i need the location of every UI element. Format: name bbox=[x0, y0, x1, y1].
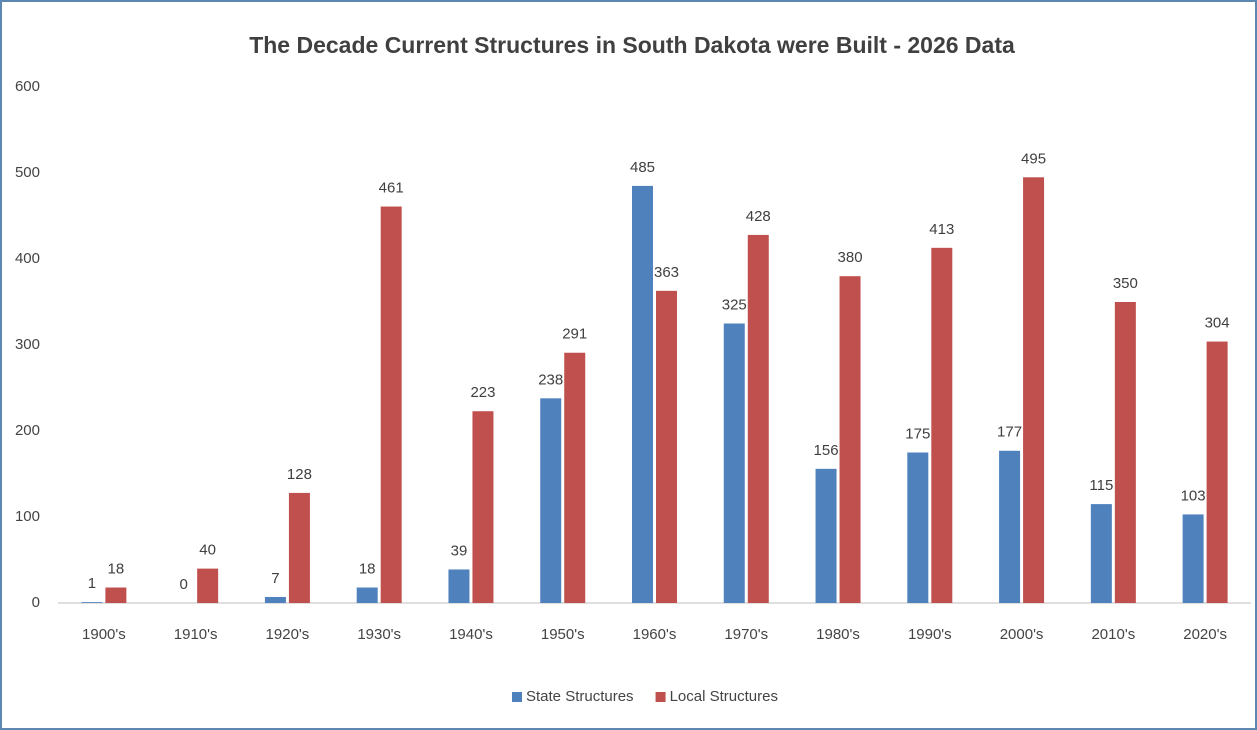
data-label: 325 bbox=[722, 296, 747, 313]
data-label: 0 bbox=[179, 576, 187, 593]
y-tick-label: 200 bbox=[15, 422, 40, 439]
x-tick-label: 1950's bbox=[541, 626, 585, 643]
legend-label: Local Structures bbox=[670, 688, 778, 705]
x-tick-label: 1930's bbox=[357, 626, 401, 643]
x-tick-label: 1960's bbox=[633, 626, 677, 643]
data-label: 40 bbox=[199, 542, 216, 559]
data-label: 18 bbox=[108, 560, 125, 577]
bar bbox=[197, 568, 219, 603]
data-label: 485 bbox=[630, 159, 655, 176]
data-label: 380 bbox=[838, 249, 863, 266]
data-label: 350 bbox=[1113, 275, 1138, 292]
data-label: 238 bbox=[538, 371, 563, 388]
bar bbox=[564, 352, 586, 603]
y-tick-label: 100 bbox=[15, 508, 40, 525]
y-tick-label: 600 bbox=[15, 78, 40, 95]
bar bbox=[380, 206, 402, 604]
y-tick-label: 400 bbox=[15, 250, 40, 267]
bar bbox=[448, 569, 470, 603]
bar bbox=[1206, 341, 1228, 603]
data-label: 291 bbox=[562, 326, 587, 343]
data-label: 304 bbox=[1205, 315, 1230, 332]
x-tick-label: 1970's bbox=[724, 626, 768, 643]
x-tick-label: 2010's bbox=[1091, 626, 1135, 643]
bar bbox=[1182, 514, 1204, 603]
data-label: 18 bbox=[359, 560, 376, 577]
data-label: 128 bbox=[287, 466, 312, 483]
bar bbox=[81, 602, 103, 603]
data-label: 7 bbox=[271, 570, 279, 587]
y-tick-label: 500 bbox=[15, 164, 40, 181]
data-label: 428 bbox=[746, 208, 771, 225]
bar bbox=[723, 323, 745, 603]
bar bbox=[540, 398, 562, 603]
x-tick-label: 2000's bbox=[1000, 626, 1044, 643]
data-label: 175 bbox=[905, 425, 930, 442]
y-tick-label: 0 bbox=[32, 594, 40, 611]
bar bbox=[999, 450, 1021, 603]
legend-swatch bbox=[512, 692, 522, 702]
bar bbox=[288, 492, 310, 603]
x-tick-label: 2020's bbox=[1183, 626, 1227, 643]
data-label: 223 bbox=[470, 384, 495, 401]
bar bbox=[747, 234, 769, 604]
data-label: 495 bbox=[1021, 150, 1046, 167]
bar bbox=[1023, 177, 1045, 604]
data-label: 177 bbox=[997, 424, 1022, 441]
data-label: 461 bbox=[379, 180, 404, 197]
data-label: 1 bbox=[88, 575, 96, 592]
x-tick-label: 1920's bbox=[266, 626, 310, 643]
bar bbox=[839, 276, 861, 603]
bar bbox=[656, 290, 677, 603]
bar bbox=[264, 596, 286, 603]
legend-swatch bbox=[655, 692, 666, 702]
data-label: 363 bbox=[654, 264, 679, 281]
x-tick-label: 1940's bbox=[449, 626, 493, 643]
x-tick-label: 1980's bbox=[816, 626, 860, 643]
legend-label: State Structures bbox=[526, 688, 634, 705]
bar bbox=[815, 468, 837, 603]
y-tick-label: 300 bbox=[15, 336, 40, 353]
bar bbox=[907, 452, 929, 603]
bar bbox=[931, 247, 953, 603]
data-label: 39 bbox=[451, 542, 468, 559]
data-label: 115 bbox=[1089, 477, 1113, 494]
bar bbox=[1114, 302, 1136, 603]
data-label: 156 bbox=[814, 442, 839, 459]
chart-title: The Decade Current Structures in South D… bbox=[249, 32, 1015, 58]
bar bbox=[356, 587, 378, 603]
bar bbox=[105, 587, 127, 603]
data-label: 413 bbox=[929, 221, 954, 238]
x-tick-label: 1910's bbox=[174, 626, 218, 643]
x-tick-label: 1990's bbox=[908, 626, 952, 643]
bar bbox=[472, 411, 494, 603]
bar bbox=[1090, 504, 1112, 603]
data-label: 103 bbox=[1181, 487, 1206, 504]
x-tick-label: 1900's bbox=[82, 626, 126, 643]
bar bbox=[632, 185, 653, 603]
